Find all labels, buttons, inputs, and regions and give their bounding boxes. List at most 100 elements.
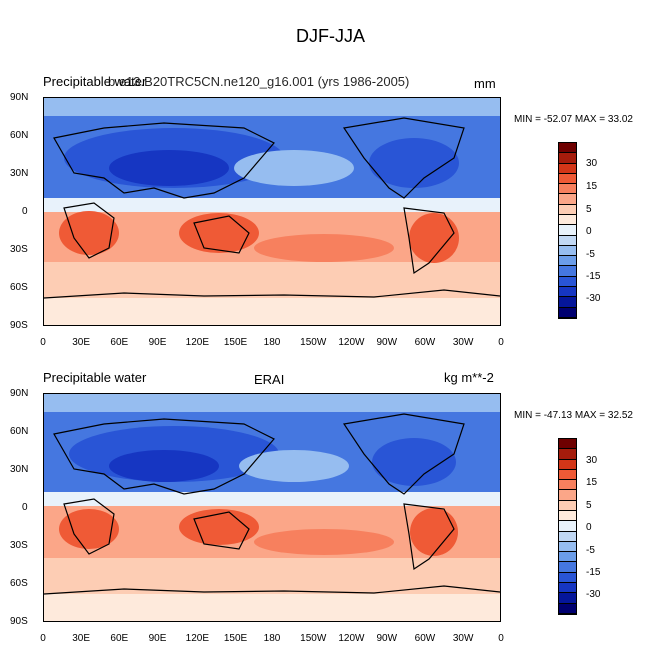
spacific-warm bbox=[254, 234, 394, 262]
panel2-minmax: MIN = -47.13 MAX = 32.52 bbox=[514, 410, 633, 421]
cb1-label: 0 bbox=[586, 226, 592, 237]
antarctic-band bbox=[44, 594, 500, 621]
panel1-right-label: mm bbox=[474, 76, 496, 91]
p1-lat-tick: 0 bbox=[22, 206, 28, 217]
p1-lat-tick: 60N bbox=[10, 130, 29, 141]
lon-tick-label: 60W bbox=[414, 337, 436, 348]
colorbar-swatch bbox=[559, 286, 576, 298]
cb2-label: -30 bbox=[586, 589, 601, 600]
lon-tick-label: 30E bbox=[72, 337, 91, 348]
africa-outline bbox=[63, 498, 115, 555]
pacific-light bbox=[239, 450, 349, 482]
lon-tick-label: 120W bbox=[338, 633, 365, 644]
antarctic-band bbox=[44, 298, 500, 325]
cb1-label: 5 bbox=[586, 204, 592, 215]
lon-tick-label: 90E bbox=[148, 633, 167, 644]
samerica-outline bbox=[403, 207, 455, 275]
p2-lat-tick: 30N bbox=[10, 464, 29, 475]
lon-tick-label: 0 bbox=[498, 633, 504, 644]
colorbar-swatch bbox=[559, 143, 576, 154]
africa-outline bbox=[63, 202, 115, 259]
panel1-minmax: MIN = -52.07 MAX = 33.02 bbox=[514, 114, 633, 125]
colorbar-swatch bbox=[559, 204, 576, 215]
p1-lat-tick: 90S bbox=[10, 320, 28, 331]
colorbar-swatch bbox=[559, 521, 576, 532]
colorbar-swatch bbox=[559, 510, 576, 522]
cb2-label: 0 bbox=[586, 522, 592, 533]
cb1-label: 15 bbox=[586, 181, 598, 192]
panel2-right-label: kg m**-2 bbox=[444, 370, 494, 385]
spacific-warm bbox=[254, 529, 394, 555]
panel2-colorbar bbox=[558, 438, 577, 615]
colorbar-swatch bbox=[559, 480, 576, 491]
lon-tick-label: 90W bbox=[376, 337, 398, 348]
lon-tick-label: 0 bbox=[498, 337, 504, 348]
p1-lat-tick: 60S bbox=[10, 282, 28, 293]
colorbar-swatch bbox=[559, 235, 576, 246]
p2-lat-tick: 60N bbox=[10, 426, 29, 437]
colorbar-swatch bbox=[559, 449, 576, 460]
panel1-map-svg bbox=[44, 98, 500, 325]
lon-tick-label: 180 bbox=[263, 633, 281, 644]
lon-tick-label: 120W bbox=[338, 337, 365, 348]
colorbar-swatch bbox=[559, 214, 576, 226]
pacific-light bbox=[234, 150, 354, 186]
australia-outline bbox=[193, 215, 250, 254]
colorbar-swatch bbox=[559, 582, 576, 594]
p2-lat-tick: 90N bbox=[10, 388, 29, 399]
colorbar-swatch bbox=[559, 153, 576, 164]
asia-core bbox=[109, 450, 219, 482]
lon-tick-label: 30W bbox=[452, 337, 474, 348]
america-low bbox=[372, 438, 456, 486]
lon-tick-label: 150W bbox=[300, 337, 327, 348]
arctic-band bbox=[44, 394, 500, 412]
lon-tick-label: 30W bbox=[452, 633, 474, 644]
colorbar-swatch bbox=[559, 459, 576, 470]
lon-tick-label: 180 bbox=[263, 337, 281, 348]
samerica-high bbox=[410, 508, 458, 556]
america-low bbox=[369, 138, 459, 188]
antarctica-outline bbox=[44, 585, 500, 595]
p2-lat-tick: 60S bbox=[10, 578, 28, 589]
cb1-label: -30 bbox=[586, 293, 601, 304]
colorbar-swatch bbox=[559, 256, 576, 267]
colorbar-swatch bbox=[559, 541, 576, 553]
samerica-high bbox=[409, 213, 459, 263]
cb2-label: -15 bbox=[586, 567, 601, 578]
samerica-outline bbox=[403, 503, 455, 571]
australia-high bbox=[179, 213, 259, 253]
colorbar-swatch bbox=[559, 500, 576, 511]
colorbar-swatch bbox=[559, 562, 576, 573]
antarctica-outline bbox=[44, 289, 500, 299]
lon-tick-label: 150W bbox=[300, 633, 327, 644]
africa-high bbox=[59, 509, 119, 549]
lon-tick-label: 0 bbox=[40, 337, 46, 348]
panel2-center-label: ERAI bbox=[254, 372, 285, 387]
panel2-map-svg bbox=[44, 394, 500, 621]
panel1-center-label: b.e13.B20TRC5CN.ne120_g16.001 (yrs 1986-… bbox=[108, 74, 410, 89]
lon-tick-label: 0 bbox=[40, 633, 46, 644]
asia-core bbox=[109, 150, 229, 186]
cb2-label: 15 bbox=[586, 477, 598, 488]
colorbar-swatch bbox=[559, 439, 576, 450]
lon-tick-label: 150E bbox=[223, 337, 248, 348]
lon-tick-label: 120E bbox=[185, 633, 210, 644]
colorbar-swatch bbox=[559, 194, 576, 205]
cb2-label: 5 bbox=[586, 500, 592, 511]
colorbar-swatch bbox=[559, 531, 576, 542]
colorbar-swatch bbox=[559, 593, 576, 604]
p1-lat-tick: 30S bbox=[10, 244, 28, 255]
p1-lat-tick: 90N bbox=[10, 92, 29, 103]
lon-tick-label: 120E bbox=[185, 337, 210, 348]
cb1-label: 30 bbox=[586, 158, 598, 169]
panel1-colorbar bbox=[558, 142, 577, 319]
colorbar-swatch bbox=[559, 163, 576, 174]
lon-tick-label: 60E bbox=[110, 633, 129, 644]
lon-tick-label: 60W bbox=[414, 633, 436, 644]
cb1-label: -5 bbox=[586, 249, 595, 260]
colorbar-swatch bbox=[559, 490, 576, 501]
colorbar-swatch bbox=[559, 173, 576, 185]
p2-lat-tick: 0 bbox=[22, 502, 28, 513]
australia-outline bbox=[193, 511, 250, 550]
panel1-left-label: Precipitable water bbox=[43, 74, 147, 89]
